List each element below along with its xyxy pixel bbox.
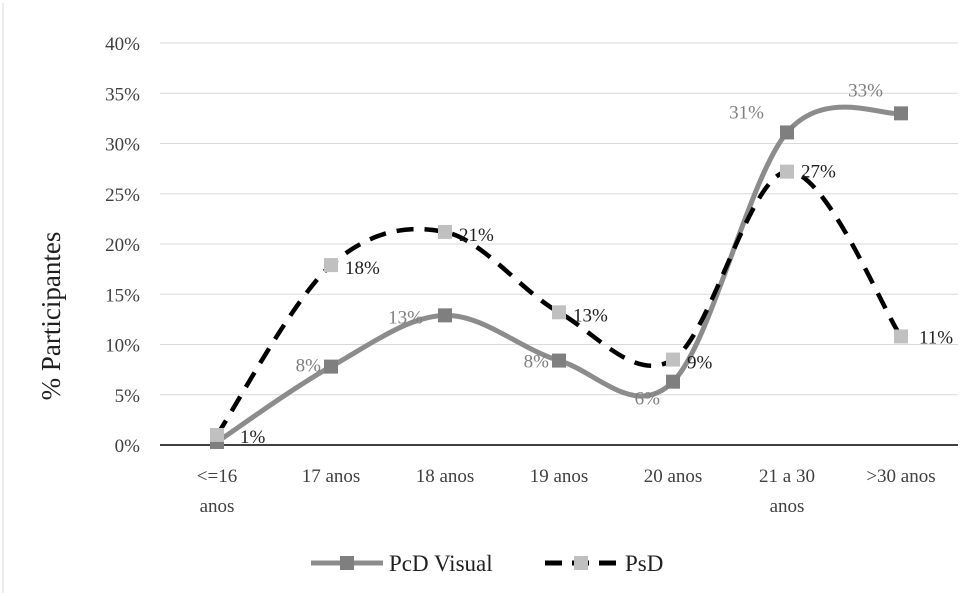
legend-item-psd: PsD xyxy=(545,551,663,576)
series-pcd-visual xyxy=(210,104,908,449)
y-tick-label: 10% xyxy=(105,336,140,357)
data-label: 1% xyxy=(240,427,266,448)
y-axis-label: % Participantes xyxy=(36,232,66,401)
data-point-marker xyxy=(438,308,452,323)
x-tick-label: anos xyxy=(770,496,805,517)
data-point-marker xyxy=(780,125,794,140)
data-label: 27% xyxy=(801,162,836,183)
y-tick-label: 30% xyxy=(105,135,140,156)
y-tick-label: 20% xyxy=(105,235,140,256)
data-point-marker xyxy=(666,352,680,367)
data-label: 8% xyxy=(524,352,550,373)
series-line xyxy=(215,169,903,437)
y-tick-label: 0% xyxy=(115,436,141,457)
series-line xyxy=(215,104,902,445)
data-point-marker xyxy=(780,164,794,179)
data-point-marker xyxy=(666,374,680,389)
data-label: 13% xyxy=(573,305,608,326)
x-tick-label: 20 anos xyxy=(644,466,703,487)
data-point-marker xyxy=(438,224,452,239)
x-tick-label: 18 anos xyxy=(416,466,475,487)
x-tick-label: <=16 xyxy=(197,466,237,487)
y-tick-label: 40% xyxy=(105,34,140,55)
data-point-marker xyxy=(324,258,338,273)
legend-label: PcD Visual xyxy=(389,551,493,576)
data-label: 9% xyxy=(687,353,713,374)
data-labels: 8% 13% 8% 6% 31% 33% 1% 18% 21% 13% 9% 27% 11% xyxy=(240,80,953,448)
data-point-marker xyxy=(894,329,908,344)
gridlines xyxy=(160,42,958,396)
x-tick-label: 21 a 30 xyxy=(759,466,815,487)
x-tick-label: >30 anos xyxy=(866,466,935,487)
y-tick-label: 35% xyxy=(105,84,140,105)
data-point-marker xyxy=(324,359,338,374)
data-label: 21% xyxy=(459,225,494,246)
data-label: 11% xyxy=(919,327,953,348)
legend-swatch-marker xyxy=(574,556,588,570)
series-psd xyxy=(210,164,908,442)
legend-swatch-marker xyxy=(340,556,354,570)
data-label: 8% xyxy=(296,356,322,377)
y-tick-label: 5% xyxy=(115,386,141,407)
legend: PcD Visual PsD xyxy=(311,551,663,576)
data-point-marker xyxy=(210,427,224,442)
data-point-marker xyxy=(552,305,566,320)
axes: 0% 5% 10% 15% 20% 25% 30% 35% 40% <=16 anos 17 anos… xyxy=(105,34,958,517)
y-tick-label: 15% xyxy=(105,285,140,306)
data-label: 6% xyxy=(635,389,661,410)
x-tick-label: 19 anos xyxy=(530,466,589,487)
data-label: 18% xyxy=(345,258,380,279)
data-point-marker xyxy=(894,106,908,121)
data-label: 13% xyxy=(388,307,423,328)
y-tick-label: 25% xyxy=(105,185,140,206)
data-label: 33% xyxy=(848,80,883,101)
legend-label: PsD xyxy=(625,551,663,576)
x-tick-label: 17 anos xyxy=(302,466,361,487)
x-tick-label: anos xyxy=(200,496,235,517)
data-label: 31% xyxy=(729,102,764,123)
series-layer xyxy=(210,104,908,449)
data-point-marker xyxy=(552,353,566,368)
legend-item-pcd-visual: PcD Visual xyxy=(311,551,493,576)
